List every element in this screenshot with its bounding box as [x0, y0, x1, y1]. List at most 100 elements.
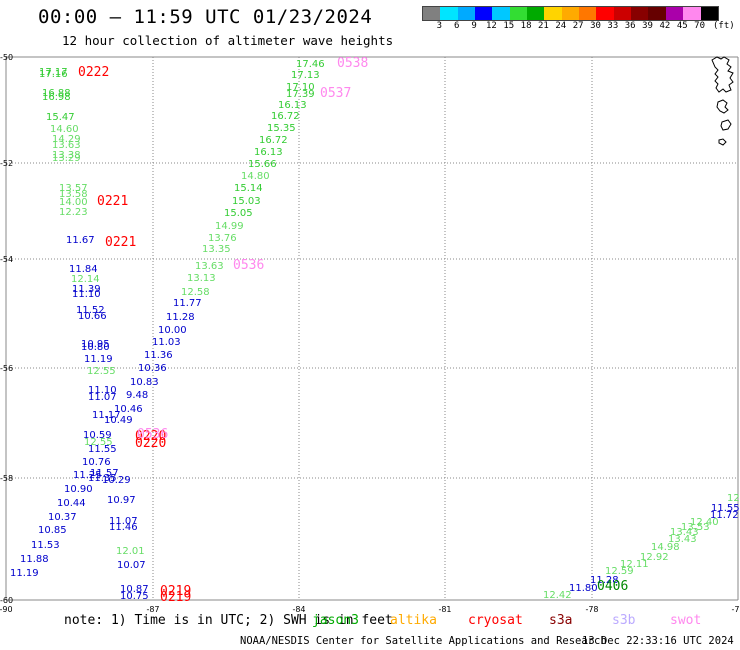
legend-swatch — [492, 7, 510, 20]
wave-height-value: 17.17 — [39, 67, 68, 78]
legend-tick-label: 6 — [453, 21, 460, 31]
wave-height-value: 10.83 — [130, 377, 159, 388]
wave-height-value: 13.58 — [59, 189, 88, 200]
latitude-label: -54 — [0, 255, 13, 264]
wave-height-value: 13.57 — [59, 183, 88, 194]
wave-height-value: 17.46 — [296, 59, 325, 70]
legend-swatch — [509, 7, 528, 20]
legend-tick-label: 21 — [538, 21, 549, 31]
longitude-label: -75 — [731, 605, 740, 614]
map-subtitle: 12 hour collection of altimeter wave hei… — [62, 33, 394, 48]
legend-tick-label: 45 — [676, 21, 688, 31]
wave-height-value: 16.72 — [259, 135, 288, 146]
legend-swatch — [596, 7, 614, 20]
wave-height-value: 13.63 — [52, 140, 81, 151]
wave-height-value: 10.44 — [57, 498, 86, 509]
wave-height-value: 17.13 — [291, 70, 320, 81]
wave-height-value: 10.59 — [83, 430, 112, 441]
wave-height-value: 11.53 — [31, 540, 60, 551]
wave-height-value: 10.36 — [138, 363, 167, 374]
wave-height-value: 15.05 — [224, 208, 253, 219]
legend-swatch — [475, 7, 493, 20]
longitude-label: -81 — [438, 605, 451, 614]
wave-height-value: 16.72 — [271, 111, 300, 122]
wave-height-value: 11.52 — [76, 305, 105, 316]
wave-height-value: 10.80 — [81, 342, 110, 353]
wave-height-value: 9.48 — [126, 390, 148, 401]
legend-swatch — [631, 7, 649, 20]
wave-height-value: 11.72 — [710, 510, 739, 521]
latitude-label: -56 — [0, 364, 13, 373]
wave-height-value: 15.14 — [234, 183, 263, 194]
wave-height-value: 14.99 — [215, 221, 244, 232]
wave-height-value: 12.40 — [690, 517, 719, 528]
pass-time-label: 0537 — [320, 86, 351, 101]
wave-height-value: 11.57 — [90, 468, 119, 479]
legend-tick-label: 33 — [607, 21, 619, 31]
legend-swatch — [579, 7, 597, 20]
credit-text: NOAA/NESDIS Center for Satellite Applica… — [240, 635, 607, 647]
wave-height-value: 11.55 — [711, 503, 740, 514]
pass-time-label: 0221 — [105, 235, 136, 250]
legend-tick-label: 18 — [520, 21, 532, 31]
wave-height-value: 11.10 — [72, 289, 101, 300]
wave-height-value: 13.35 — [202, 244, 231, 255]
wave-height-value: 11.46 — [109, 522, 138, 533]
wave-height-value: 10.95 — [81, 339, 110, 350]
pass-time-label: 0219 — [160, 590, 191, 605]
legend-tick-label: 9 — [471, 21, 477, 31]
longitude-label: -87 — [146, 605, 159, 614]
legend-tick-label: 39 — [642, 21, 653, 31]
wave-height-value: 16.13 — [278, 100, 307, 111]
wave-height-value: 10.29 — [102, 475, 131, 486]
lat-lon-grid — [5, 56, 739, 601]
wave-height-value: 14.00 — [59, 197, 88, 208]
legend-swatch — [440, 7, 458, 20]
wave-height-value: 11.19 — [84, 354, 113, 365]
coastline-islands — [711, 56, 734, 146]
observation-labels: 17.1717.1616.8816.9815.4714.6014.2913.63… — [10, 56, 740, 605]
latitude-label: -52 — [0, 159, 13, 168]
wave-height-value: 12.92 — [640, 552, 669, 563]
wave-height-value: 11.77 — [173, 298, 202, 309]
wave-height-value: 17.10 — [286, 82, 315, 93]
wave-height-value: 11.28 — [166, 312, 195, 323]
wave-height-value: 12.58 — [181, 287, 210, 298]
wave-height-value: 10.49 — [104, 415, 133, 426]
wave-height-value: 12.55 — [84, 437, 113, 448]
legend-tick-label: 70 — [694, 21, 706, 31]
wave-height-value: 10.87 — [120, 584, 149, 595]
wave-height-value: 12.11 — [620, 559, 649, 570]
wave-height-value: 13.13 — [187, 273, 216, 284]
legend-tick-label: 3 — [436, 21, 443, 31]
wave-height-value: 12.59 — [605, 566, 634, 577]
legend-swatch — [527, 7, 545, 20]
wave-height-value: 13.38 — [52, 150, 81, 161]
wave-height-value: 10.00 — [158, 325, 187, 336]
wave-height-value: 15.35 — [267, 123, 296, 134]
wave-height-value: 11.10 — [88, 385, 117, 396]
wave-height-value: 12.23 — [59, 207, 88, 218]
wave-height-value: 11.36 — [144, 350, 173, 361]
wave-height-value: 10.75 — [120, 591, 149, 602]
wave-height-value: 16.88 — [42, 88, 71, 99]
wave-height-value: 11.55 — [88, 444, 117, 455]
wave-height-value: 10.66 — [78, 311, 107, 322]
legend-tick-label: 36 — [624, 21, 636, 31]
legend-unit-label: (ft) — [713, 21, 735, 31]
satellite-name-cryosat: cryosat — [468, 613, 523, 628]
latitude-label: -50 — [0, 53, 13, 62]
legend-tick-label: 12 — [485, 21, 497, 31]
wave-height-value: 14.98 — [651, 542, 680, 553]
wave-height-value: 11.03 — [152, 337, 181, 348]
longitude-label: -78 — [585, 605, 598, 614]
wave-height-value: 11.17 — [92, 410, 121, 421]
pass-time-label: 0536 — [233, 258, 264, 273]
wave-height-value: 13.43 — [668, 534, 697, 545]
wave-height-value: 17.16 — [39, 69, 68, 80]
pass-time-label: 0222 — [78, 65, 109, 80]
wave-height-value: 17.39 — [286, 89, 315, 100]
legend-swatch — [665, 7, 684, 20]
wave-height-value: 11.19 — [10, 568, 39, 579]
legend-swatch — [613, 7, 632, 20]
